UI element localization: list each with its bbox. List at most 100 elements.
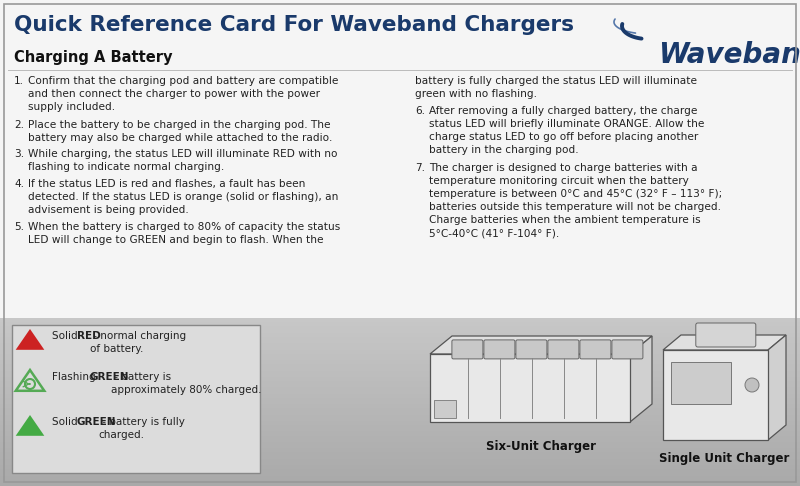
Bar [0, 463, 800, 466]
Bar [0, 381, 800, 383]
FancyBboxPatch shape [452, 340, 483, 359]
FancyBboxPatch shape [516, 340, 547, 359]
Bar [0, 475, 800, 478]
Bar [0, 429, 800, 432]
Bar [0, 446, 800, 449]
Bar [0, 440, 800, 442]
Bar [0, 425, 800, 428]
Bar [0, 482, 800, 485]
Bar [12, 325, 260, 473]
Bar [0, 402, 800, 405]
FancyBboxPatch shape [696, 323, 756, 347]
Bar [430, 354, 630, 422]
Bar [0, 341, 800, 344]
Bar [0, 318, 800, 321]
FancyBboxPatch shape [548, 340, 579, 359]
Bar [0, 459, 800, 461]
Bar [0, 454, 800, 457]
Bar [0, 408, 800, 411]
FancyBboxPatch shape [612, 340, 643, 359]
Text: - battery is
approximately 80% charged.: - battery is approximately 80% charged. [111, 372, 262, 395]
Bar [0, 385, 800, 388]
Text: 3.: 3. [14, 149, 24, 159]
Bar [0, 354, 800, 356]
Bar [0, 396, 800, 399]
Bar [0, 366, 800, 369]
Bar [0, 434, 800, 436]
Text: 4.: 4. [14, 179, 24, 189]
Bar [0, 347, 800, 350]
Bar [0, 333, 800, 335]
Bar [0, 432, 800, 434]
Bar [0, 465, 800, 468]
Text: RED: RED [77, 331, 101, 341]
Text: When the battery is charged to 80% of capacity the status
LED will change to GRE: When the battery is charged to 80% of ca… [28, 223, 340, 245]
Bar [0, 400, 800, 402]
Text: GREEN: GREEN [77, 417, 117, 427]
Bar [0, 345, 800, 348]
Polygon shape [16, 415, 44, 436]
Bar [0, 330, 800, 333]
Text: Single Unit Charger: Single Unit Charger [659, 452, 789, 465]
Bar [0, 438, 800, 440]
Bar [0, 484, 800, 486]
Bar [663, 350, 768, 440]
Bar [0, 364, 800, 367]
Text: 5.: 5. [14, 223, 24, 232]
Bar [0, 406, 800, 409]
Bar [0, 467, 800, 469]
Bar [0, 444, 800, 447]
Text: Waveband: Waveband [658, 41, 800, 69]
Bar [0, 389, 800, 392]
Text: Six-Unit Charger: Six-Unit Charger [486, 440, 596, 453]
FancyBboxPatch shape [580, 340, 611, 359]
Bar [0, 0, 800, 318]
Bar [0, 368, 800, 371]
Bar [0, 457, 800, 459]
Bar [0, 358, 800, 361]
Bar [0, 335, 800, 337]
Text: 1.: 1. [14, 76, 24, 86]
Polygon shape [16, 329, 44, 350]
Bar [0, 356, 800, 358]
Text: - battery is fully
charged.: - battery is fully charged. [98, 417, 185, 440]
Text: - normal charging
of battery.: - normal charging of battery. [90, 331, 186, 354]
Bar [0, 473, 800, 476]
Bar [0, 417, 800, 419]
Bar [0, 480, 800, 482]
Text: Charging A Battery: Charging A Battery [14, 50, 173, 65]
Bar [0, 394, 800, 396]
Bar [0, 360, 800, 363]
Text: 7.: 7. [415, 163, 425, 173]
Bar [0, 370, 800, 373]
Bar [0, 427, 800, 430]
Circle shape [745, 378, 759, 392]
Bar [0, 435, 800, 438]
Bar [0, 349, 800, 352]
Bar [0, 322, 800, 325]
Bar [0, 442, 800, 445]
Polygon shape [768, 335, 786, 440]
Text: Solid: Solid [52, 331, 81, 341]
Text: The charger is designed to charge batteries with a
temperature monitoring circui: The charger is designed to charge batter… [429, 163, 722, 238]
Bar [0, 379, 800, 382]
Bar [0, 398, 800, 400]
Bar [0, 362, 800, 364]
Bar [0, 387, 800, 390]
Bar [0, 413, 800, 415]
Bar [434, 400, 456, 418]
Bar [0, 404, 800, 407]
Bar [671, 362, 731, 404]
Text: Place the battery to be charged in the charging pod. The
battery may also be cha: Place the battery to be charged in the c… [28, 120, 332, 142]
FancyBboxPatch shape [484, 340, 515, 359]
Bar [0, 375, 800, 377]
Text: Confirm that the charging pod and battery are compatible
and then connect the ch: Confirm that the charging pod and batter… [28, 76, 338, 112]
Bar [0, 451, 800, 453]
Text: If the status LED is red and flashes, a fault has been
detected. If the status L: If the status LED is red and flashes, a … [28, 179, 338, 215]
Text: GREEN: GREEN [90, 372, 129, 382]
Bar [0, 469, 800, 472]
Bar [0, 410, 800, 413]
Bar [0, 419, 800, 421]
Bar [0, 423, 800, 426]
Text: While charging, the status LED will illuminate RED with no
flashing to indicate : While charging, the status LED will illu… [28, 149, 338, 172]
